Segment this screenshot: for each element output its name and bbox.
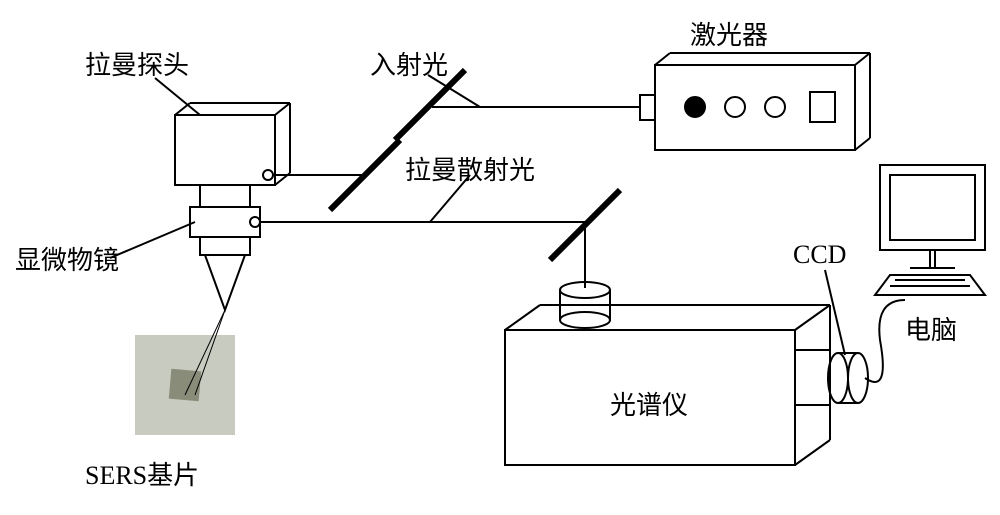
- label-spectrometer: 光谱仪: [610, 385, 688, 422]
- label-computer: 电脑: [905, 310, 957, 347]
- label-incident-light: 入射光: [370, 45, 448, 82]
- microscope-objective: [190, 185, 260, 310]
- label-raman-scattered: 拉曼散射光: [405, 150, 535, 187]
- raman-probe: [175, 103, 290, 185]
- label-laser: 激光器: [690, 15, 768, 52]
- cable-ccd-computer: [865, 300, 905, 382]
- label-sers-chip: SERS基片: [85, 455, 199, 492]
- ccd-detector: [828, 353, 868, 403]
- laser-device: [640, 53, 870, 150]
- beam-to-sample: [185, 310, 225, 395]
- label-ccd: CCD: [793, 240, 846, 270]
- label-raman-probe: 拉曼探头: [85, 45, 189, 82]
- leader-ccd: [825, 270, 845, 355]
- computer: [875, 165, 985, 295]
- label-microscope-objective: 显微物镜: [15, 240, 119, 277]
- leader-objective: [110, 222, 195, 258]
- leader-raman-probe: [155, 78, 200, 115]
